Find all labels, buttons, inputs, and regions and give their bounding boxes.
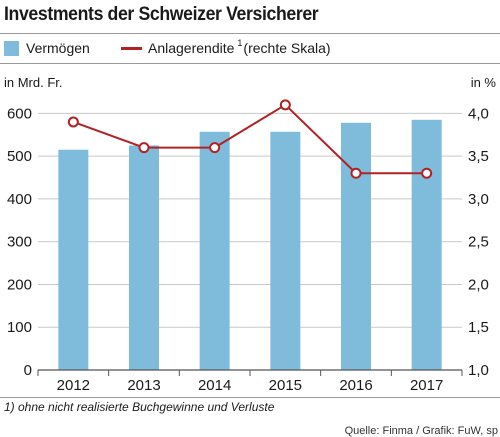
footnote-divider [0,397,500,398]
line-point [209,142,221,154]
legend-footnote-marker: 1 [237,38,243,48]
line-point [67,116,79,128]
legend-divider [0,63,500,64]
y-left-tick-label: 200 [7,276,32,293]
line-point [279,99,291,111]
y-left-tick-label: 400 [7,191,32,208]
line-point [350,167,362,179]
bar [58,149,89,370]
x-tick-label: 2015 [269,377,302,394]
line-point [421,167,433,179]
y-right-tick-label: 3,5 [468,148,489,165]
legend-line-label: Anlagerendite [148,40,235,56]
footnote: 1) ohne nicht realisierte Buchgewinne un… [4,400,275,414]
y-left-tick-label: 600 [7,105,32,122]
legend-bars-label: Vermögen [26,40,90,56]
bar [411,119,442,370]
line-point [138,142,150,154]
y-left-tick-label: 300 [7,234,32,251]
bar [270,131,301,370]
chart-title: Investments der Schweizer Versicherer [4,4,319,25]
x-tick-label: 2017 [410,377,443,394]
y-right-tick-label: 3,0 [468,191,489,208]
right-axis-unit: in % [470,75,496,90]
series-line [72,103,427,175]
y-right-tick-label: 2,0 [468,276,489,293]
title-divider [0,33,500,34]
bar [341,122,371,370]
legend-line-label-scale: (rechte Skala) [243,40,331,56]
y-left-tick-label: 0 [24,362,32,379]
legend-item-line: Anlagerendite 1 (rechte Skala) [121,38,331,56]
source-credit: Quelle: Finma / Grafik: FuW, sp [344,425,498,437]
y-right-tick-label: 4,0 [468,105,489,122]
x-tick-label: 2013 [127,377,160,394]
x-tick-label: 2016 [339,377,372,394]
y-left-tick-label: 500 [7,148,32,165]
x-tick-label: 2012 [57,377,90,394]
bar [129,145,159,370]
legend-item-bars: Vermögen [4,40,90,56]
legend-line-swatch [121,46,142,50]
y-right-tick-label: 2,5 [468,234,489,251]
left-axis-unit: in Mrd. Fr. [4,75,63,90]
y-left-tick-label: 100 [7,319,32,336]
y-right-tick-label: 1,5 [468,319,489,336]
legend-bar-swatch [4,40,19,56]
y-right-tick-label: 1,0 [468,362,489,379]
x-tick-label: 2014 [198,377,231,394]
bar [199,131,230,370]
